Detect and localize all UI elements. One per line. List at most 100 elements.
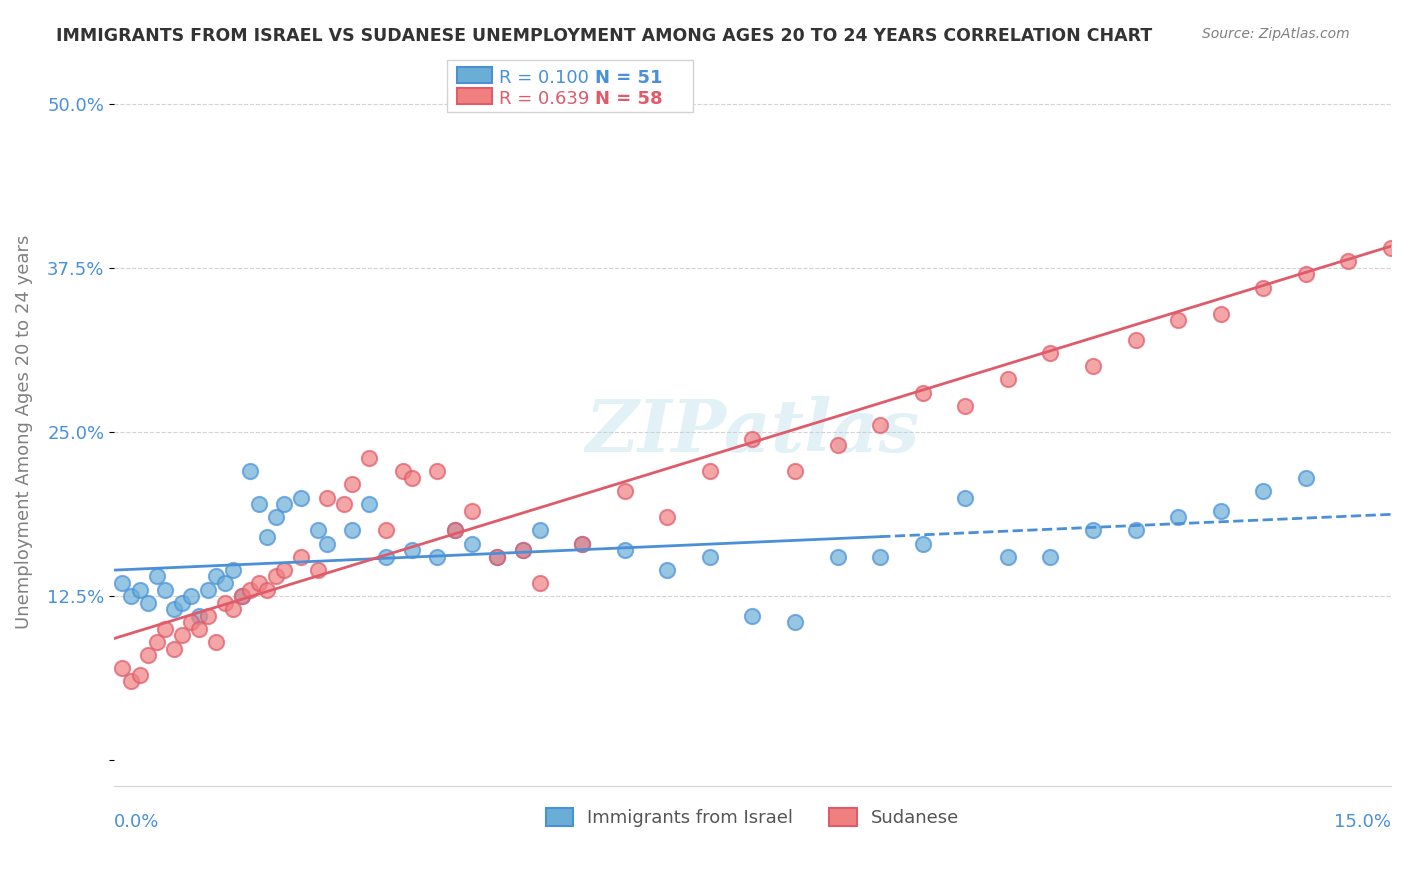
Point <box>128 582 150 597</box>
Point <box>997 372 1019 386</box>
Point <box>955 399 977 413</box>
Point <box>273 563 295 577</box>
Point <box>180 589 202 603</box>
Point <box>307 563 329 577</box>
Point <box>247 497 270 511</box>
Point <box>172 596 194 610</box>
Point <box>172 628 194 642</box>
Point <box>443 524 465 538</box>
Point <box>1081 359 1104 374</box>
Point <box>315 491 337 505</box>
Point <box>290 491 312 505</box>
Point <box>222 563 245 577</box>
Text: 15.0%: 15.0% <box>1334 814 1391 831</box>
Point <box>613 543 636 558</box>
Point <box>1125 524 1147 538</box>
Point <box>145 635 167 649</box>
Point <box>460 504 482 518</box>
Point <box>512 543 534 558</box>
Point <box>827 438 849 452</box>
Text: R = 0.100: R = 0.100 <box>499 69 589 87</box>
Point <box>783 464 806 478</box>
Point <box>529 576 551 591</box>
Point <box>827 549 849 564</box>
Point <box>153 622 176 636</box>
Point <box>955 491 977 505</box>
Point <box>145 569 167 583</box>
Point <box>426 549 449 564</box>
Point <box>256 582 278 597</box>
Text: 0.0%: 0.0% <box>114 814 159 831</box>
Point <box>197 582 219 597</box>
Point <box>1295 268 1317 282</box>
Point <box>1039 549 1062 564</box>
Point <box>273 497 295 511</box>
Point <box>1253 484 1275 499</box>
Point <box>1295 471 1317 485</box>
Point <box>869 418 891 433</box>
Point <box>1253 280 1275 294</box>
Point <box>128 668 150 682</box>
Point <box>120 674 142 689</box>
Point <box>911 536 934 550</box>
Y-axis label: Unemployment Among Ages 20 to 24 years: Unemployment Among Ages 20 to 24 years <box>15 235 32 629</box>
Point <box>741 608 763 623</box>
Point <box>120 589 142 603</box>
Text: R = 0.639: R = 0.639 <box>499 90 589 108</box>
Point <box>1209 307 1232 321</box>
Point <box>486 549 509 564</box>
Point <box>699 464 721 478</box>
Point <box>1125 333 1147 347</box>
Point <box>239 582 262 597</box>
Point <box>111 661 134 675</box>
Point <box>571 536 593 550</box>
Point <box>307 524 329 538</box>
Point <box>111 576 134 591</box>
Point <box>1337 254 1360 268</box>
Point <box>264 510 287 524</box>
Point <box>486 549 509 564</box>
Point <box>443 524 465 538</box>
Text: ZIPatlas: ZIPatlas <box>585 396 920 467</box>
Point <box>153 582 176 597</box>
Point <box>869 549 891 564</box>
Point <box>180 615 202 630</box>
Point <box>205 569 228 583</box>
Point <box>247 576 270 591</box>
Point <box>188 622 211 636</box>
Point <box>264 569 287 583</box>
Point <box>342 477 364 491</box>
Point <box>359 451 381 466</box>
Point <box>375 549 398 564</box>
Point <box>136 648 159 663</box>
Point <box>1379 241 1402 255</box>
Point <box>741 432 763 446</box>
Point <box>1081 524 1104 538</box>
Point <box>359 497 381 511</box>
Point <box>333 497 356 511</box>
Point <box>512 543 534 558</box>
Point <box>231 589 253 603</box>
Point <box>222 602 245 616</box>
Text: IMMIGRANTS FROM ISRAEL VS SUDANESE UNEMPLOYMENT AMONG AGES 20 TO 24 YEARS CORREL: IMMIGRANTS FROM ISRAEL VS SUDANESE UNEMP… <box>56 27 1153 45</box>
Text: N = 58: N = 58 <box>595 90 662 108</box>
Point <box>162 641 184 656</box>
Point <box>426 464 449 478</box>
Text: Source: ZipAtlas.com: Source: ZipAtlas.com <box>1202 27 1350 41</box>
Point <box>401 471 423 485</box>
Point <box>315 536 337 550</box>
Point <box>699 549 721 564</box>
Point <box>231 589 253 603</box>
Point <box>214 596 236 610</box>
Point <box>214 576 236 591</box>
Point <box>392 464 415 478</box>
Point <box>997 549 1019 564</box>
Point <box>657 510 679 524</box>
Point <box>911 385 934 400</box>
Point <box>613 484 636 499</box>
Point <box>290 549 312 564</box>
Legend: Immigrants from Israel, Sudanese: Immigrants from Israel, Sudanese <box>538 800 966 834</box>
Point <box>529 524 551 538</box>
Point <box>460 536 482 550</box>
Point <box>342 524 364 538</box>
